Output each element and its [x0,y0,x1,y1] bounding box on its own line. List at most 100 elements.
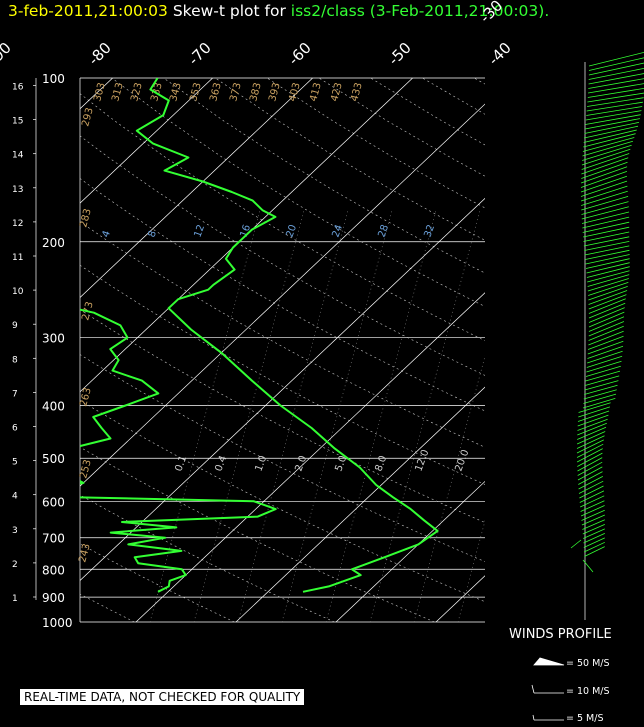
wind-barb [581,157,629,175]
dewpoint-trace [80,308,277,593]
title-stamp: (3-Feb-2011,21:00:03). [369,2,550,20]
wind-barb [577,457,603,472]
theta-label-263-17: 263 [78,386,94,407]
mixing-line-0 [149,209,261,622]
dry-adiabats [80,78,485,622]
wind-barb [587,340,624,355]
altitude-label-3: 3 [12,526,18,536]
wind-barb [582,524,605,535]
chart-title: 3-feb-2011,21:00:03 Skew-t plot for iss2… [8,2,549,20]
wind-barb-low [570,539,594,573]
wind-barb [587,97,644,107]
wind-barb [581,514,605,526]
wind-barb [588,302,626,319]
wind-barb [577,410,610,422]
wind-barb [581,211,630,224]
wind-barb [585,110,642,121]
dry-adiabat-443 [473,78,485,85]
wind-barb [578,480,604,494]
dry-adiabat-383 [163,78,485,274]
wind-barb [585,249,630,260]
wind-barb [587,345,624,359]
pressure-label-700: 700 [42,532,65,546]
wind-barb [583,533,605,544]
mixing-label-lower-4: 5.0 [333,454,349,473]
wind-barb [588,73,644,85]
wind-barb [588,311,625,328]
wind-barb [577,426,607,440]
isotherm--70 [80,78,213,204]
wind-barb [581,196,629,211]
dry-adiabat-303 [80,354,485,562]
theta-label-433-14: 433 [349,81,365,102]
wind-barb [576,439,604,454]
isotherm--30 [80,197,485,581]
wind-barb [584,122,640,134]
wind-barb [585,114,641,125]
wind-barb [587,278,629,292]
altitude-label-1: 1 [12,594,18,604]
mixing-label-lower-7: 20.0 [453,448,471,473]
temperature-label-7: -50 [385,39,415,69]
wind-barb [581,153,630,170]
mixing-label-upper-4: 20 [284,223,299,239]
mixing-label-upper-3: 16 [238,223,253,239]
pressure-label-300: 300 [42,332,65,346]
wind-key-50: = 50 M/S [566,658,610,669]
isotherm--20 [135,292,485,622]
mixing-label-lower-3: 2.0 [293,454,309,473]
isotherm--90 [0,78,13,622]
wind-barb [587,270,630,283]
wind-barb [584,245,630,256]
theta-label-253-18: 253 [78,458,94,479]
wind-barb [588,290,628,305]
mixing-label-upper-1: 8 [146,229,159,239]
wind-barb [582,144,632,161]
title-prefix: Skew-t plot for [172,2,286,20]
theta-label-333-4: 333 [149,81,165,102]
wind-barb [583,129,637,143]
wind-barb [583,393,617,404]
wind-barb [580,175,628,193]
winds-profile-label: WINDS PROFILE [509,627,612,642]
wind-barb [583,231,630,242]
dry-adiabat-423 [370,78,485,146]
theta-label-243-19: 243 [77,542,93,563]
wind-barb [578,471,603,485]
temperature-label-5: -70 [185,39,215,69]
wind-barb [579,490,605,503]
wind-barb [576,443,604,458]
pressure-label-200: 200 [42,236,65,250]
wind-barb [584,375,620,386]
altitude-label-13: 13 [12,185,23,195]
wind-barb [583,133,636,148]
wind-barb [577,461,603,476]
pressure-label-400: 400 [42,400,65,414]
wind-barb [581,190,628,206]
pressure-label-800: 800 [42,563,65,577]
altitude-label-12: 12 [12,219,23,229]
wind-barb [583,537,605,548]
wind-barb [583,236,630,247]
isotherm-0 [335,480,485,622]
wind-barb [588,294,627,310]
temperature-label-9: -30 [476,0,506,26]
wind-barb [580,505,605,517]
title-station: iss2/class [290,2,365,20]
pressure-label-1000: 1000 [42,616,73,630]
wind-key-10: = 10 M/S [566,686,610,697]
altitude-label-8: 8 [12,355,18,365]
wind-barb [582,519,605,530]
wind-barb [584,118,640,130]
isotherm-30 [636,78,644,622]
mixing-line-1 [193,209,305,622]
wind-barb [586,266,630,278]
wind-barb [584,384,618,395]
wind-barb [588,307,625,323]
mixing-line-7 [457,519,485,622]
wind-barb [580,185,628,202]
axis-labels: 1002003004005006007008009001000123456789… [0,0,515,630]
theta-label-303-1: 303 [92,81,108,102]
wind-barb [588,62,644,76]
